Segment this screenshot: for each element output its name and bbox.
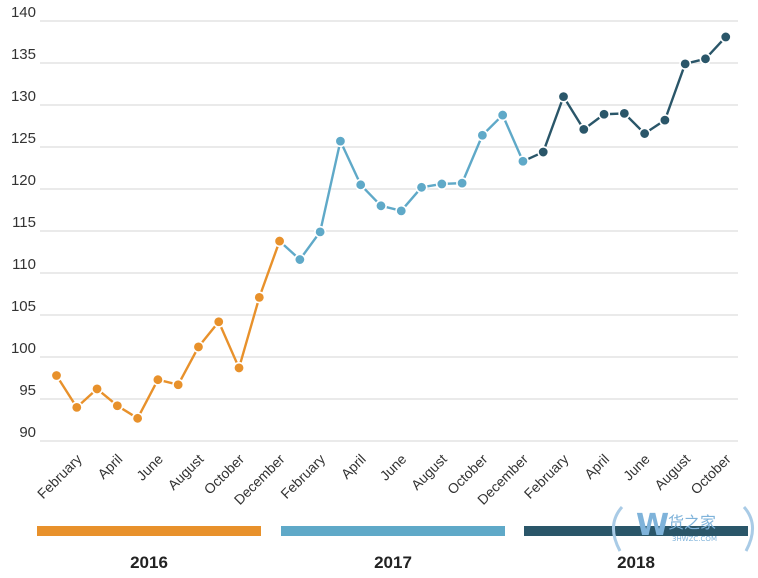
x-tick-label: February <box>277 451 328 502</box>
data-point-2016 <box>70 401 83 414</box>
data-point-2016 <box>172 378 185 391</box>
data-point-2016 <box>212 315 225 328</box>
y-tick-label: 120 <box>11 172 36 189</box>
data-point-2016 <box>192 340 205 353</box>
watermark-logo: W 货之家 3HWZC.COM <box>612 506 754 552</box>
x-tick-label: February <box>521 451 572 502</box>
data-point-2017 <box>476 129 489 142</box>
x-tick-label: October <box>687 451 734 498</box>
data-point-2016 <box>111 399 124 412</box>
y-tick-label: 105 <box>11 298 36 315</box>
data-point-2017 <box>415 181 428 194</box>
data-point-2016 <box>131 412 144 425</box>
y-tick-label: 140 <box>11 4 36 21</box>
x-tick-label: February <box>34 451 85 502</box>
data-point-2018 <box>577 123 590 136</box>
y-tick-label: 130 <box>11 88 36 105</box>
legend-label: 2018 <box>617 553 655 572</box>
data-point-2016 <box>233 361 246 374</box>
data-point-2018 <box>598 108 611 121</box>
data-point-2016 <box>91 382 104 395</box>
data-point-2017 <box>516 155 529 168</box>
watermark-url: 3HWZC.COM <box>672 535 717 543</box>
series-line-2016 <box>55 240 281 420</box>
laurel-right <box>742 506 754 552</box>
data-point-2018 <box>618 107 631 120</box>
data-point-2017 <box>435 177 448 190</box>
data-point-2017 <box>374 199 387 212</box>
data-point-2018 <box>537 146 550 159</box>
data-point-2016 <box>151 373 164 386</box>
legend-label: 2016 <box>130 553 168 572</box>
y-tick-label: 95 <box>19 382 36 399</box>
y-tick-label: 90 <box>19 424 36 441</box>
x-tick-label: June <box>133 451 166 484</box>
series-line-2017 <box>298 113 525 261</box>
data-point-2018 <box>638 127 651 140</box>
x-tick-label: June <box>620 451 653 484</box>
legend-bar <box>281 526 505 536</box>
y-axis-tick-labels: 90 95 100 105 110 115 120 125 130 135 140 <box>11 4 36 441</box>
data-point-2018 <box>679 57 692 70</box>
data-point-2017 <box>395 204 408 217</box>
x-tick-label: June <box>377 451 410 484</box>
data-point-2018 <box>699 52 712 65</box>
x-tick-label: April <box>338 451 369 482</box>
data-point-2017 <box>334 135 347 148</box>
data-point-2018 <box>658 114 671 127</box>
watermark-text: 货之家 <box>668 513 716 532</box>
data-point-2017 <box>314 225 327 238</box>
data-point-2016 <box>50 369 63 382</box>
data-point-2016 <box>273 235 286 248</box>
y-tick-label: 100 <box>11 340 36 357</box>
data-point-2017 <box>496 109 509 122</box>
laurel-left <box>612 506 624 552</box>
series-line-2018 <box>542 36 727 153</box>
x-tick-label: April <box>94 451 125 482</box>
y-tick-label: 135 <box>11 46 36 63</box>
legend-bar <box>524 526 748 536</box>
y-tick-label: 115 <box>12 214 36 231</box>
y-tick-label: 110 <box>12 256 36 273</box>
data-point-2017 <box>456 177 469 190</box>
watermark-letter: W <box>636 508 669 543</box>
x-axis-tick-labels: February April JuneAugustOctoberDecemberFe… <box>34 451 734 508</box>
legend: 2016 2017 2018 <box>37 526 748 572</box>
data-point-2018 <box>719 30 732 43</box>
data-point-2017 <box>293 253 306 266</box>
data-point-2017 <box>354 178 367 191</box>
legend-bar <box>37 526 261 536</box>
gridlines <box>40 20 738 442</box>
legend-label: 2017 <box>374 553 412 572</box>
y-tick-label: 125 <box>11 130 36 147</box>
data-point-2016 <box>253 291 266 304</box>
x-tick-label: April <box>581 451 612 482</box>
data-point-2018 <box>557 90 570 103</box>
data-series <box>50 30 732 425</box>
